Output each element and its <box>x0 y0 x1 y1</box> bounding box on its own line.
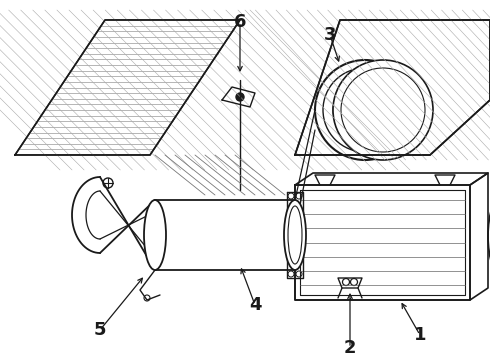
Text: 1: 1 <box>414 326 426 344</box>
Ellipse shape <box>315 60 415 160</box>
Text: 6: 6 <box>234 13 246 31</box>
Ellipse shape <box>284 200 306 270</box>
Text: 3: 3 <box>324 26 336 44</box>
Text: 2: 2 <box>344 339 356 357</box>
Circle shape <box>236 93 244 101</box>
Text: 4: 4 <box>249 296 261 314</box>
Text: 5: 5 <box>94 321 106 339</box>
Ellipse shape <box>333 60 433 160</box>
Ellipse shape <box>144 200 166 270</box>
